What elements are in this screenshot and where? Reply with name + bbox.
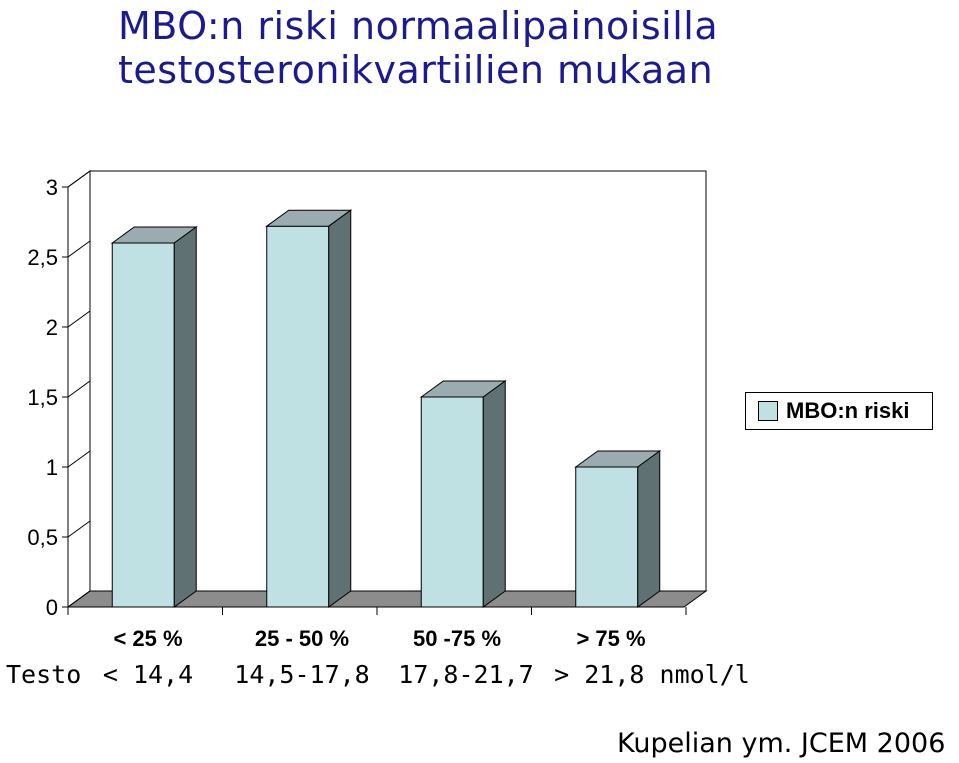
chart-title-line1: MBO:n riski normaalipainoisilla <box>118 4 719 48</box>
testo-label-3: 17,8-21,7 <box>398 660 534 689</box>
source-citation: Kupelian ym. JCEM 2006 <box>617 728 946 759</box>
category-label-3: 50 -75 % <box>412 626 502 651</box>
y-tick-label: 0 <box>46 595 58 620</box>
y-grid-diagonal <box>67 240 91 258</box>
legend-label: MBO:n riski <box>786 398 910 423</box>
y-grid-diagonal <box>67 380 91 398</box>
testo-label-4: > 21,8 nmol/l <box>554 660 750 689</box>
testo-label-2: 14,5-17,8 <box>234 660 370 689</box>
bar-side <box>637 450 661 608</box>
y-grid-diagonal <box>67 520 91 538</box>
y-grid-diagonal <box>67 310 91 328</box>
category-label-4: > 75 % <box>576 626 646 651</box>
y-tick-label: 2 <box>46 315 58 340</box>
testo-row-title: Testo <box>6 660 82 689</box>
y-tick-label: 1,5 <box>27 385 58 410</box>
bar-front <box>111 242 175 608</box>
y-grid-diagonal <box>67 590 91 608</box>
y-tick-label: 0,5 <box>27 525 58 550</box>
legend-swatch <box>758 401 778 421</box>
chart-title: MBO:n riski normaalipainoisilla testoste… <box>118 4 938 92</box>
bar-front <box>575 466 639 608</box>
y-grid-diagonal <box>67 170 91 188</box>
bar-side <box>173 226 197 608</box>
legend: MBO:n riski <box>745 392 933 430</box>
y-grid-diagonal <box>67 450 91 468</box>
chart-title-line2: testosteronikvartiilien mukaan <box>118 48 714 92</box>
testo-label-1: < 14,4 <box>102 660 194 689</box>
category-label-2: 25 - 50 % <box>254 626 350 651</box>
y-tick-label: 2,5 <box>27 245 58 270</box>
bar-front <box>420 396 484 608</box>
bar-front <box>266 225 330 608</box>
bar-side <box>328 209 352 608</box>
y-tick-label: 1 <box>46 455 58 480</box>
y-tick-label: 3 <box>46 175 58 200</box>
bar-side <box>482 380 506 608</box>
category-label-1: < 25 % <box>113 626 183 651</box>
